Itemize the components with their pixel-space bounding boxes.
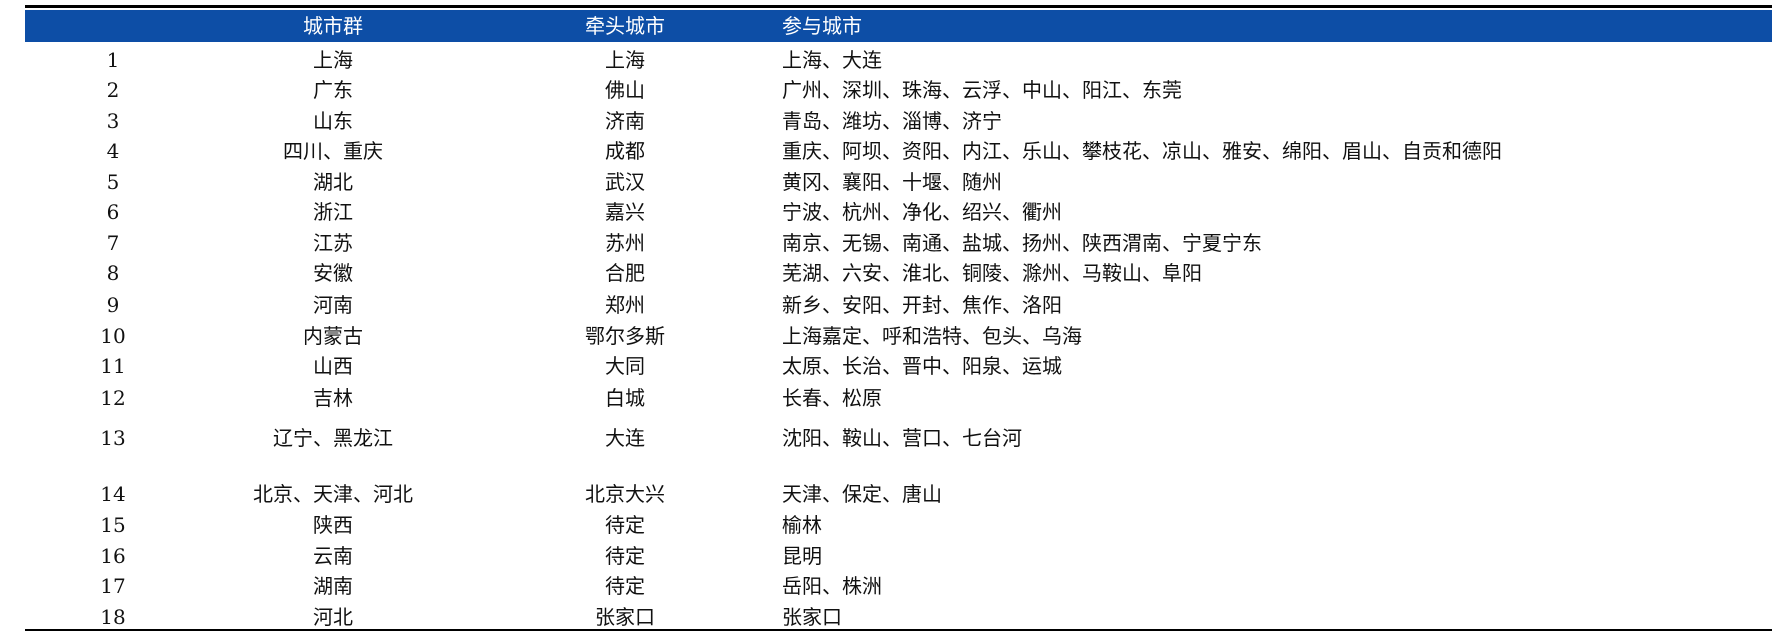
participating-cities: 重庆、阿坝、资阳、内江、乐山、攀枝花、凉山、雅安、绵阳、眉山、自贡和德阳 (782, 139, 1502, 163)
city-group: 安徽 (313, 261, 353, 285)
lead-city: 成都 (605, 139, 645, 163)
row-index: 11 (100, 354, 126, 378)
participating-cities: 张家口 (782, 605, 842, 629)
city-group: 江苏 (313, 231, 353, 255)
row-index: 18 (100, 605, 126, 629)
participating-cities: 青岛、潍坊、淄博、济宁 (782, 109, 1002, 133)
lead-city: 上海 (605, 48, 645, 72)
lead-city: 大同 (605, 354, 645, 378)
lead-city: 嘉兴 (605, 200, 645, 224)
city-group: 四川、重庆 (283, 139, 383, 163)
row-index: 12 (100, 386, 126, 410)
city-group: 河南 (313, 293, 353, 317)
city-group: 云南 (313, 544, 353, 568)
participating-cities: 黄冈、襄阳、十堰、随州 (782, 170, 1002, 194)
city-group: 山西 (313, 354, 353, 378)
lead-city: 待定 (605, 513, 645, 537)
participating-cities: 长春、松原 (782, 386, 882, 410)
row-index: 4 (106, 139, 120, 163)
city-group: 辽宁、黑龙江 (273, 426, 393, 450)
city-group: 浙江 (313, 200, 353, 224)
participating-cities: 南京、无锡、南通、盐城、扬州、陕西渭南、宁夏宁东 (782, 231, 1262, 255)
lead-city: 苏州 (605, 231, 645, 255)
header-cell: 城市群 (303, 14, 363, 38)
lead-city: 张家口 (595, 605, 655, 629)
participating-cities: 榆林 (782, 513, 822, 537)
participating-cities: 太原、长治、晋中、阳泉、运城 (782, 354, 1062, 378)
bottom-rule (25, 629, 1772, 631)
lead-city: 佛山 (605, 78, 645, 102)
city-group: 湖南 (313, 574, 353, 598)
city-group: 湖北 (313, 170, 353, 194)
row-index: 7 (106, 231, 120, 255)
city-group: 内蒙古 (303, 324, 363, 348)
lead-city: 白城 (605, 386, 645, 410)
lead-city: 鄂尔多斯 (585, 324, 665, 348)
city-group: 河北 (313, 605, 353, 629)
lead-city: 北京大兴 (585, 482, 665, 506)
city-group: 山东 (313, 109, 353, 133)
participating-cities: 上海嘉定、呼和浩特、包头、乌海 (782, 324, 1082, 348)
row-index: 1 (106, 48, 120, 72)
lead-city: 待定 (605, 544, 645, 568)
row-index: 5 (106, 170, 120, 194)
city-group: 广东 (313, 78, 353, 102)
lead-city: 济南 (605, 109, 645, 133)
row-index: 2 (106, 78, 120, 102)
lead-city: 待定 (605, 574, 645, 598)
city-group: 北京、天津、河北 (253, 482, 413, 506)
participating-cities: 广州、深圳、珠海、云浮、中山、阳江、东莞 (782, 78, 1182, 102)
participating-cities: 新乡、安阳、开封、焦作、洛阳 (782, 293, 1062, 317)
row-index: 14 (100, 482, 126, 506)
row-index: 15 (100, 513, 126, 537)
participating-cities: 宁波、杭州、净化、绍兴、衢州 (782, 200, 1062, 224)
participating-cities: 昆明 (782, 544, 822, 568)
participating-cities: 上海、大连 (782, 48, 882, 72)
lead-city: 大连 (605, 426, 645, 450)
lead-city: 武汉 (605, 170, 645, 194)
participating-cities: 天津、保定、唐山 (782, 482, 942, 506)
lead-city: 合肥 (605, 261, 645, 285)
participating-cities: 芜湖、六安、淮北、铜陵、滁州、马鞍山、阜阳 (782, 261, 1202, 285)
row-index: 9 (106, 293, 120, 317)
city-group: 陕西 (313, 513, 353, 537)
row-index: 16 (100, 544, 126, 568)
row-index: 3 (106, 109, 120, 133)
lead-city: 郑州 (605, 293, 645, 317)
row-index: 6 (106, 200, 120, 224)
participating-cities: 沈阳、鞍山、营口、七台河 (782, 426, 1022, 450)
city-group: 上海 (313, 48, 353, 72)
top-rule (25, 5, 1772, 8)
row-index: 8 (106, 261, 120, 285)
participating-cities: 岳阳、株洲 (782, 574, 882, 598)
row-index: 10 (100, 324, 126, 348)
header-cell: 参与城市 (782, 14, 862, 38)
row-index: 17 (100, 574, 126, 598)
header-band (25, 10, 1772, 42)
header-cell: 牵头城市 (585, 14, 665, 38)
row-index: 13 (100, 426, 126, 450)
city-group: 吉林 (313, 386, 353, 410)
